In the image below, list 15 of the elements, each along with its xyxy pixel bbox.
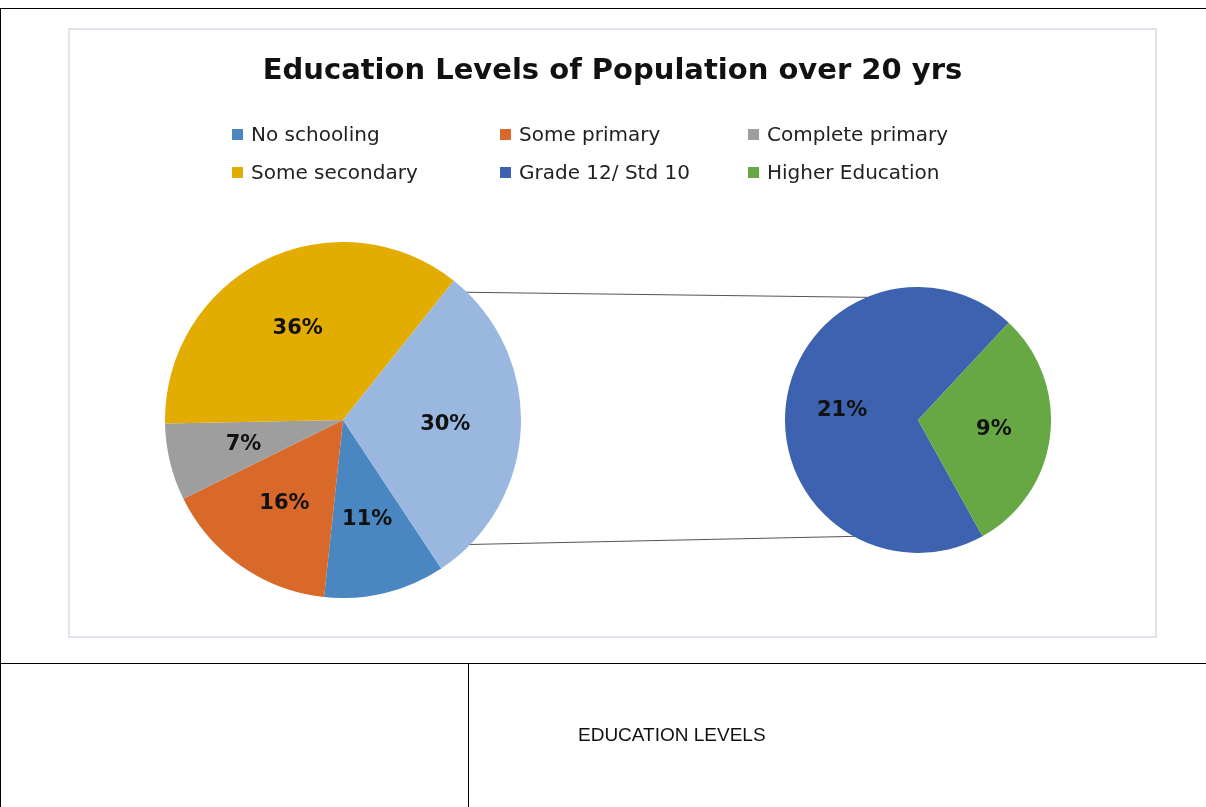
chart-title: Education Levels of Population over 20 yrs — [261, 52, 964, 86]
legend-label: Complete primary — [767, 122, 949, 146]
data-label: 21% — [816, 397, 868, 422]
legend-label: Some primary — [519, 122, 661, 146]
legend-label: Grade 12/ Std 10 — [519, 160, 690, 184]
legend-label: No schooling — [251, 122, 380, 146]
data-label: 16% — [259, 490, 310, 515]
legend-label: Higher Education — [767, 160, 940, 184]
text: EDUCATION LEVELS — [578, 724, 766, 746]
data-label: 30% — [420, 410, 471, 435]
data-label: 7% — [225, 430, 262, 455]
data-label: 9% — [976, 415, 1012, 440]
data-label: 36% — [272, 314, 323, 339]
data-label: 11% — [342, 505, 393, 530]
legend-label: Some secondary — [251, 160, 418, 184]
